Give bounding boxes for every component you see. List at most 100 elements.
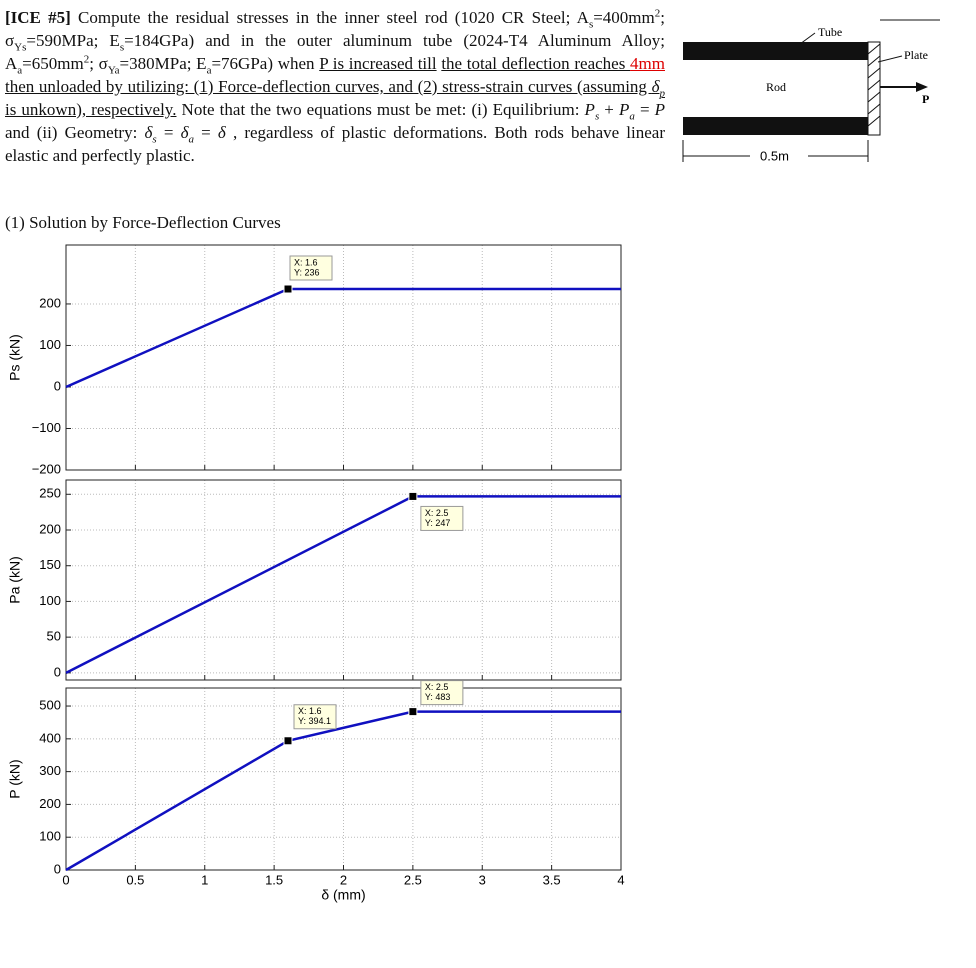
rod-label: Rod <box>766 80 786 94</box>
y-tick-label: −100 <box>32 420 61 435</box>
section-title: (1) Solution by Force-Deflection Curves <box>5 213 281 232</box>
y-axis-label: Ps (kN) <box>7 334 23 381</box>
y-tick-label: 200 <box>39 295 61 310</box>
x-tick-label: 2 <box>340 872 347 887</box>
datatip-box <box>420 505 464 531</box>
y-tick-label: 0 <box>54 861 61 876</box>
t: P <box>584 100 595 119</box>
t: a <box>17 64 23 77</box>
y-tick-label: 100 <box>39 337 61 352</box>
t: s <box>119 41 125 54</box>
t: =76GPa) when <box>211 54 320 73</box>
t: [ICE #5] <box>5 8 71 27</box>
t: =650mm <box>22 54 84 73</box>
x-tick-label: 4 <box>617 872 624 887</box>
x-tick-label: 1.5 <box>265 872 283 887</box>
y-tick-label: −200 <box>32 461 61 476</box>
datatip-text: X: 1.6 <box>298 706 322 716</box>
datatip-marker <box>283 736 293 746</box>
diagram: Tube Plate Rod P 0.5m <box>682 19 940 163</box>
x-tick-label: 0 <box>62 872 69 887</box>
plate-label: Plate <box>904 48 928 62</box>
t: 2 <box>654 7 661 20</box>
x-axis-label: δ (mm) <box>321 887 365 903</box>
t: s <box>152 133 157 146</box>
datatip-text: Y: 483 <box>425 692 451 702</box>
tube-top <box>683 42 868 60</box>
t: a <box>629 110 635 123</box>
t: =380MPa; E <box>119 54 207 73</box>
t: =590MPa; E <box>26 31 120 50</box>
datatip-text: Y: 236 <box>294 267 320 277</box>
t: Ys <box>14 41 27 54</box>
t: δ <box>217 123 226 142</box>
y-tick-label: 100 <box>39 829 61 844</box>
length-label: 0.5m <box>760 148 789 163</box>
y-tick-label: 100 <box>39 593 61 608</box>
datatip-text: Y: 394.1 <box>298 716 331 726</box>
y-tick-label: 0 <box>54 378 61 393</box>
t: δ <box>651 77 660 96</box>
t: P is increased till <box>319 54 437 73</box>
t: the total deflection reaches <box>441 54 631 73</box>
y-axis-label: P (kN) <box>7 759 23 798</box>
t: δ <box>144 123 153 142</box>
y-tick-label: 300 <box>39 763 61 778</box>
t: = <box>193 123 218 142</box>
t: , regardless of plastic deformations. Bo… <box>5 123 666 165</box>
t: s <box>594 110 600 123</box>
t: 4mm <box>630 54 665 73</box>
datatip-marker <box>408 491 418 501</box>
x-tick-label: 2.5 <box>404 872 422 887</box>
leader <box>799 32 816 45</box>
t: and (ii) Geometry: <box>5 123 145 142</box>
x-tick-label: 3 <box>479 872 486 887</box>
x-tick-label: 1 <box>201 872 208 887</box>
axes-box <box>65 244 622 471</box>
t: a <box>188 133 194 146</box>
t: P <box>654 100 665 119</box>
y-axis-label: Pa (kN) <box>7 556 23 603</box>
series-line <box>65 710 621 872</box>
y-tick-label: 200 <box>39 521 61 536</box>
y-tick-label: 0 <box>54 664 61 679</box>
t: a <box>206 64 212 77</box>
y-tick-label: 400 <box>39 730 61 745</box>
t: + <box>599 100 619 119</box>
datatip-marker <box>283 284 293 294</box>
t: p <box>659 87 666 100</box>
t: 2 <box>83 53 90 66</box>
t: Note that the two equations must be met:… <box>176 100 585 119</box>
datatip-box <box>293 704 337 730</box>
t: = <box>156 123 181 142</box>
t: P <box>618 100 630 119</box>
tube-bottom <box>683 117 868 135</box>
datatip-text: X: 1.6 <box>294 257 318 267</box>
x-tick-label: 0.5 <box>126 872 144 887</box>
t: =400mm <box>593 8 655 27</box>
hatch <box>867 43 881 127</box>
t: = <box>634 100 655 119</box>
datatip-box <box>420 680 464 706</box>
t: Ya <box>107 64 120 77</box>
t: is unkown), respectively. <box>5 100 177 119</box>
datatip-marker <box>408 707 418 717</box>
t: =184GPa) and in the outer aluminum tube … <box>5 31 665 73</box>
datatip-text: Y: 247 <box>425 518 451 528</box>
t: δ <box>180 123 189 142</box>
y-tick-label: 50 <box>47 629 61 644</box>
t: Compute the residual stresses in the inn… <box>70 8 589 27</box>
force-label: P <box>922 92 929 106</box>
y-tick-label: 500 <box>39 697 61 712</box>
x-tick-label: 3.5 <box>543 872 561 887</box>
tube-label: Tube <box>818 25 842 39</box>
y-tick-label: 250 <box>39 486 61 501</box>
y-tick-label: 200 <box>39 796 61 811</box>
t: s <box>588 18 594 31</box>
arrow-head <box>916 82 928 92</box>
datatip-text: X: 2.5 <box>425 682 449 692</box>
problem: [ICE #5] Compute the residual stresses i… <box>5 6 665 167</box>
datatip-box <box>289 255 333 281</box>
